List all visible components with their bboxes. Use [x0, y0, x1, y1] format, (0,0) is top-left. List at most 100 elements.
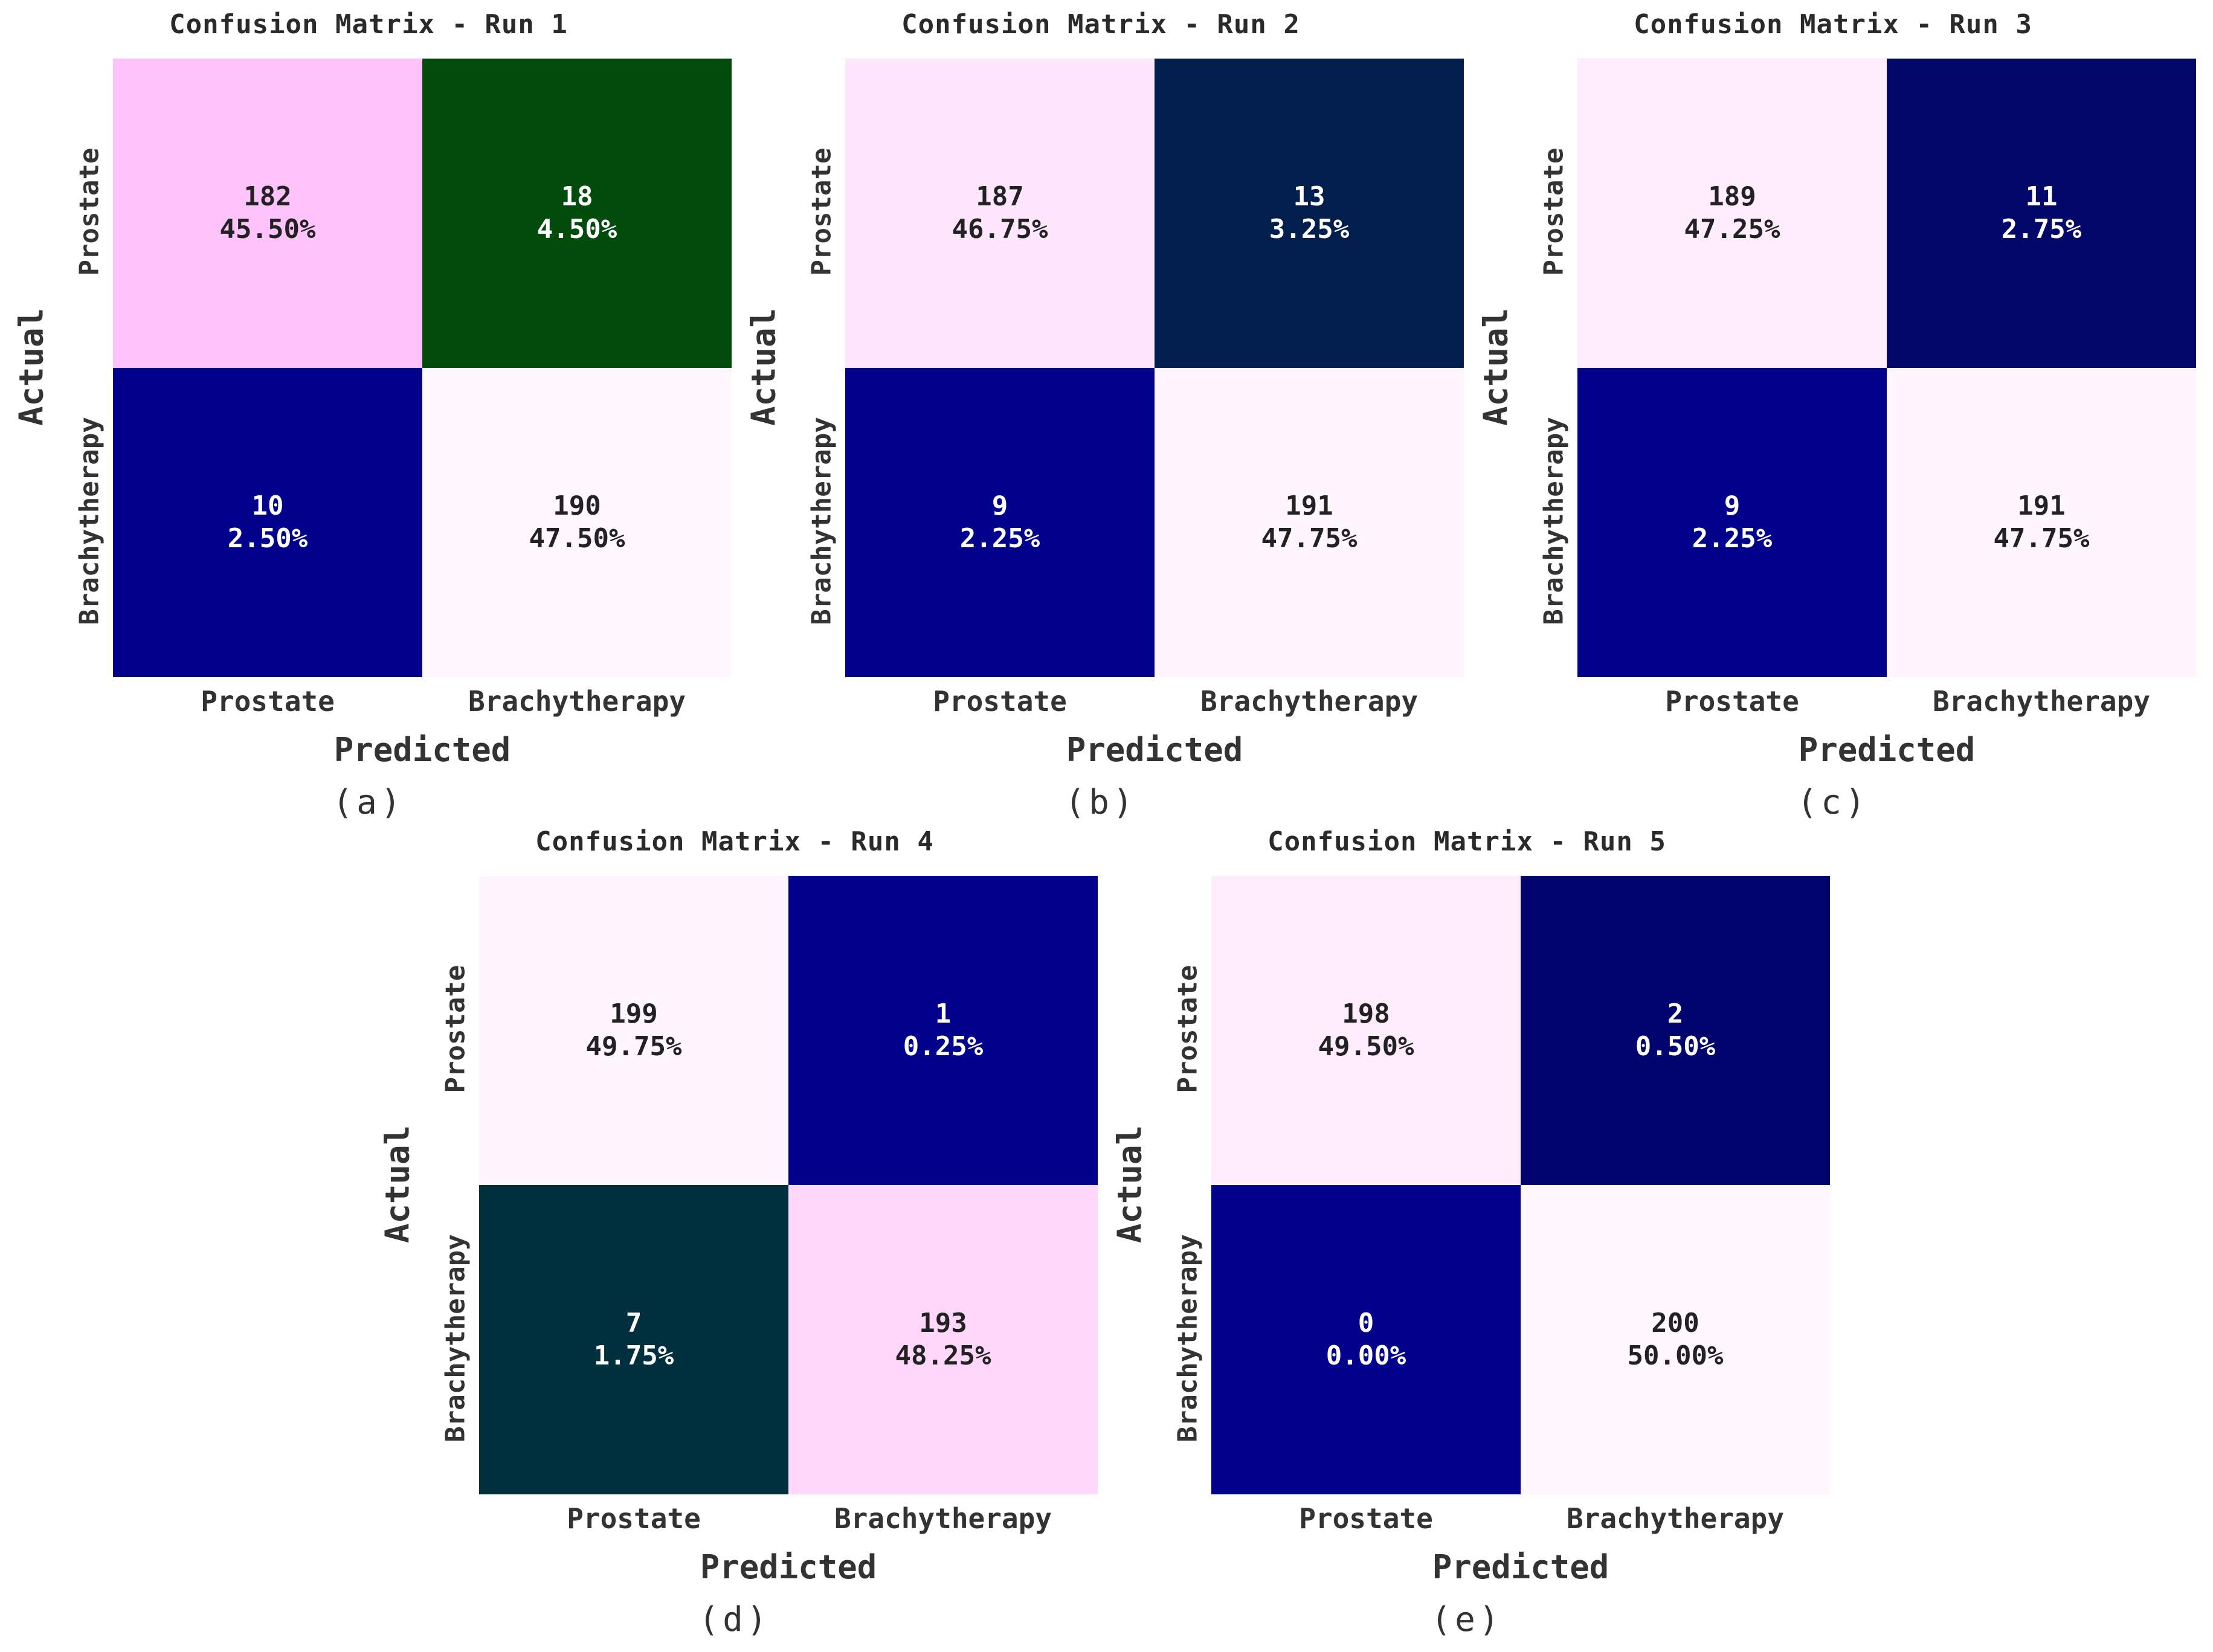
cell-count: 198 [1342, 998, 1390, 1029]
cell-count: 1 [935, 998, 952, 1029]
cell-percent: 45.50% [219, 214, 316, 245]
x-axis-label: Predicted [1432, 1548, 1609, 1586]
cell-percent: 2.50% [227, 523, 308, 554]
cell-count: 187 [976, 181, 1024, 212]
matrix-cell-r0-c1: 11 2.75% [1887, 59, 2196, 368]
cell-percent: 2.75% [2001, 214, 2082, 245]
cell-percent: 0.25% [903, 1031, 984, 1062]
matrix-cell-r1-c0: 9 2.25% [845, 368, 1155, 677]
y-tick-label: Prostate [1538, 147, 1570, 276]
chart-title: Confusion Matrix - Run 1 [169, 9, 568, 40]
matrix-cell-r0-c0: 189 47.25% [1577, 59, 1887, 368]
cell-label: 187 46.75% [952, 181, 1048, 246]
cell-label: 18 4.50% [537, 181, 617, 246]
chart-title: Confusion Matrix - Run 5 [1268, 826, 1666, 857]
y-tick-label: Brachytherapy [1172, 1234, 1203, 1442]
cell-percent: 47.75% [1261, 523, 1358, 554]
cell-percent: 2.25% [1692, 523, 1773, 554]
x-tick-label: Brachytherapy [1566, 1502, 1785, 1535]
panel-label: (d) [698, 1600, 771, 1639]
cell-label: 13 3.25% [1269, 181, 1349, 246]
y-axis-label: Actual [1110, 1125, 1149, 1244]
cell-label: 9 2.25% [960, 490, 1040, 555]
confusion-matrix-panel-4: Confusion Matrix - Run 4 199 49.75% 1 0.25% 7… [366, 817, 1103, 1639]
cell-percent: 49.75% [585, 1031, 682, 1062]
matrix-cell-r0-c0: 187 46.75% [845, 59, 1155, 368]
panel-label: (b) [1065, 783, 1137, 822]
x-tick-label: Prostate [1665, 685, 1799, 718]
cell-count: 200 [1651, 1308, 1699, 1339]
matrix-cell-r1-c0: 9 2.25% [1577, 368, 1887, 677]
cell-label: 1 0.25% [903, 998, 983, 1063]
cell-label: 191 47.75% [1994, 490, 2090, 555]
cell-percent: 4.50% [536, 214, 617, 245]
cell-label: 10 2.50% [228, 490, 308, 555]
x-tick-label: Prostate [567, 1502, 701, 1535]
y-axis-label: Actual [378, 1125, 417, 1244]
cell-label: 190 47.50% [529, 490, 625, 555]
cell-count: 191 [2017, 490, 2066, 521]
chart-title: Confusion Matrix - Run 3 [1634, 9, 2032, 40]
cell-label: 189 47.25% [1684, 181, 1780, 246]
y-axis-label: Actual [1477, 307, 1515, 426]
cell-count: 189 [1708, 181, 1756, 212]
x-axis-label: Predicted [1066, 731, 1243, 769]
cell-label: 7 1.75% [594, 1307, 674, 1372]
y-axis-label: Actual [744, 307, 783, 426]
cell-count: 0 [1358, 1308, 1374, 1339]
x-tick-label: Prostate [933, 685, 1067, 718]
cell-percent: 47.25% [1684, 214, 1780, 245]
confusion-matrix-panel-3: Confusion Matrix - Run 3 189 47.25% 11 2.75%… [1464, 0, 2202, 822]
x-tick-label: Prostate [201, 685, 335, 718]
y-tick-label: Prostate [440, 965, 471, 1093]
matrix-cell-r0-c1: 13 3.25% [1155, 59, 1464, 368]
matrix-cell-r0-c0: 182 45.50% [113, 59, 422, 368]
cell-count: 182 [243, 181, 292, 212]
panel-label: (e) [1431, 1600, 1503, 1639]
cell-count: 193 [919, 1308, 967, 1339]
cell-percent: 1.75% [593, 1340, 674, 1371]
matrix-cell-r0-c1: 18 4.50% [422, 59, 732, 368]
confusion-matrix-panel-1: Confusion Matrix - Run 1 182 45.50% 18 4.50%… [0, 0, 737, 822]
matrix-cell-r0-c1: 2 0.50% [1521, 876, 1830, 1185]
y-tick-label: Prostate [74, 147, 105, 276]
matrix-cell-r1-c0: 0 0.00% [1211, 1185, 1521, 1494]
matrix-cell-r1-c0: 7 1.75% [479, 1185, 788, 1494]
x-tick-label: Brachytherapy [1932, 685, 2151, 718]
cell-percent: 47.50% [529, 523, 625, 554]
matrix-cell-r1-c1: 191 47.75% [1887, 368, 2196, 677]
cell-count: 9 [991, 490, 1008, 521]
cell-count: 191 [1285, 490, 1333, 521]
x-tick-label: Brachytherapy [1200, 685, 1419, 718]
cell-label: 198 49.50% [1318, 998, 1414, 1063]
matrix-cell-r0-c0: 199 49.75% [479, 876, 788, 1185]
confusion-matrix-panel-5: Confusion Matrix - Run 5 198 49.50% 2 0.50% 0… [1098, 817, 1835, 1639]
cell-percent: 2.25% [959, 523, 1040, 554]
matrix-cell-r1-c1: 191 47.75% [1155, 368, 1464, 677]
cell-percent: 47.75% [1993, 523, 2090, 554]
cell-label: 191 47.75% [1261, 490, 1358, 555]
cell-count: 18 [561, 181, 593, 212]
cell-count: 2 [1667, 998, 1684, 1029]
cell-count: 10 [251, 490, 284, 521]
y-axis-label: Actual [12, 307, 51, 426]
y-tick-label: Brachytherapy [1538, 417, 1570, 625]
matrix-cell-r1-c1: 193 48.25% [788, 1185, 1098, 1494]
cell-label: 200 50.00% [1628, 1307, 1724, 1372]
cell-percent: 0.50% [1635, 1031, 1716, 1062]
cell-label: 199 49.75% [586, 998, 682, 1063]
panel-label: (a) [332, 783, 405, 822]
cell-count: 13 [1293, 181, 1326, 212]
x-tick-label: Brachytherapy [834, 1502, 1052, 1535]
chart-title: Confusion Matrix - Run 4 [535, 826, 934, 857]
cell-count: 9 [1724, 490, 1741, 521]
cell-percent: 3.25% [1269, 214, 1350, 245]
panel-label: (c) [1797, 783, 1869, 822]
x-axis-label: Predicted [333, 731, 511, 769]
y-tick-label: Brachytherapy [806, 417, 837, 625]
matrix-cell-r1-c1: 190 47.50% [422, 368, 732, 677]
y-tick-label: Brachytherapy [440, 1234, 471, 1442]
x-axis-label: Predicted [1798, 731, 1976, 769]
x-axis-label: Predicted [700, 1548, 877, 1586]
x-tick-label: Brachytherapy [468, 685, 686, 718]
